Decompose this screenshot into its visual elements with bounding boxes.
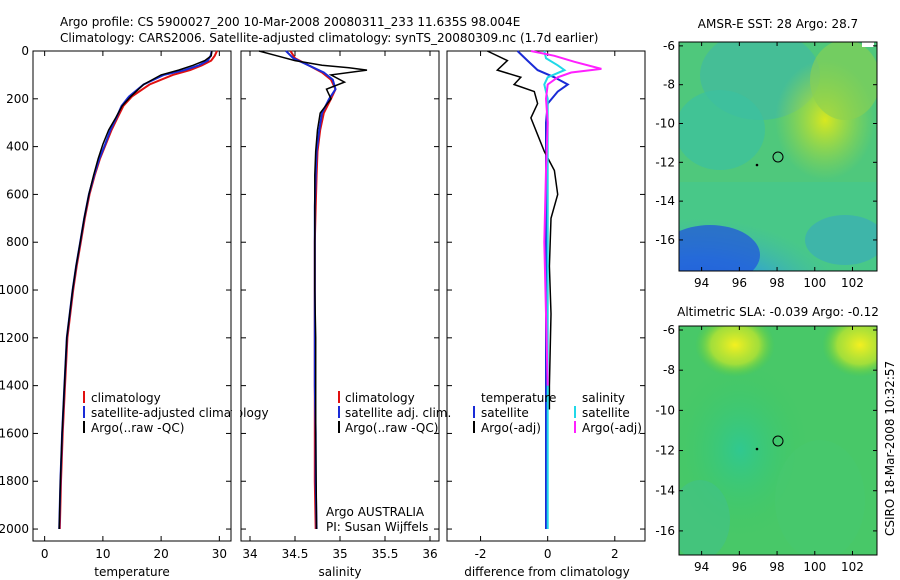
series-temperature-argo-adj- [486, 50, 559, 410]
map-xtick-label: 94 [694, 560, 709, 574]
legend-label-climatology: climatology [91, 391, 161, 405]
legend-label-temp-satellite: satellite [481, 406, 529, 420]
map-xtick-label: 96 [732, 276, 747, 290]
annotation-argo-australia: Argo AUSTRALIA [326, 505, 425, 519]
map-ytick-label: -12 [655, 155, 675, 169]
ytick-label: 1600 [0, 426, 29, 440]
series-salinity-satellite [543, 50, 567, 529]
sst-argo-marker [772, 151, 784, 163]
sst-heatmap [679, 42, 877, 271]
temperature-xlabel: temperature [94, 565, 169, 579]
map-ytick-label: -14 [655, 194, 675, 208]
annotation-pi: PI: Susan Wijffels [326, 520, 428, 534]
legend-label-argo: Argo(..raw -QC) [91, 421, 184, 435]
ytick-label: 600 [6, 187, 29, 201]
map-ytick-label: -10 [655, 117, 675, 131]
map-xtick-label: 100 [803, 560, 826, 574]
legend-label-sal-climatology: climatology [345, 391, 415, 405]
series-argo-raw-qc- [58, 50, 213, 530]
map-ytick-label: -6 [663, 323, 675, 337]
sla-heatmap [679, 326, 877, 555]
ytick-label: 400 [6, 140, 29, 154]
xtick-label: 20 [153, 547, 168, 561]
legend-label-sal-argo2: Argo(-adj) [582, 421, 642, 435]
series-temperature-satellite [516, 50, 570, 529]
xtick-label: 35.5 [372, 547, 399, 561]
legend-label-temp-argo: Argo(-adj) [481, 421, 541, 435]
difference-axes [446, 50, 646, 542]
series-salinity-argo-adj- [530, 50, 602, 386]
map-ytick-label: -16 [655, 524, 675, 538]
difference-legend: temperature satellite Argo(-adj) salinit… [473, 391, 642, 435]
xtick-label: 0 [41, 547, 49, 561]
map-xtick-label: 102 [841, 560, 864, 574]
map-ytick-label: -16 [655, 233, 675, 247]
salinity-xlabel: salinity [318, 565, 361, 579]
temperature-legend: climatology satellite-adjusted climatolo… [83, 391, 269, 435]
ytick-label: 1800 [0, 474, 29, 488]
xtick-label: 34 [242, 547, 257, 561]
sst-argo-track-point [755, 163, 759, 167]
xtick-label: 10 [95, 547, 110, 561]
ytick-label: 1000 [0, 283, 29, 297]
map-ytick-label: -14 [655, 484, 675, 498]
ytick-label: 200 [6, 92, 29, 106]
legend-label-sal-satellite: satellite adj. clim. [345, 406, 451, 420]
sla-map-title: Altimetric SLA: -0.039 Argo: -0.12 [677, 305, 879, 319]
legend-label-satellite: satellite-adjusted climatology [91, 406, 269, 420]
xtick-label: 34.5 [282, 547, 309, 561]
legend-label-sal-satellite2: satellite [582, 406, 630, 420]
series-climatology [289, 50, 337, 530]
ytick-label: 800 [6, 235, 29, 249]
xtick-label: 36 [422, 547, 437, 561]
side-note: CSIRO 18-Mar-2008 10:32:57 [883, 361, 897, 536]
map-xtick-label: 98 [769, 560, 784, 574]
sst-map-frame [678, 41, 878, 272]
ytick-label: 1200 [0, 331, 29, 345]
ytick-label: 1400 [0, 379, 29, 393]
temperature-axes [32, 50, 232, 542]
map-ytick-label: -12 [655, 444, 675, 458]
xtick-label: 2 [611, 547, 619, 561]
legend-header-temperature: temperature [481, 391, 556, 405]
difference-xlabel: difference from climatology [464, 565, 630, 579]
xtick-label: 35 [332, 547, 347, 561]
series-satellite-adjusted-climatology [58, 50, 213, 530]
map-xtick-label: 94 [694, 276, 709, 290]
map-ytick-label: -6 [663, 39, 675, 53]
sla-argo-track-point [755, 447, 759, 451]
legend-header-salinity: salinity [582, 391, 625, 405]
sst-map-title: AMSR-E SST: 28 Argo: 28.7 [698, 17, 858, 31]
series-argo-raw-qc- [258, 50, 368, 530]
title-line1: Argo profile: CS 5900027_200 10-Mar-2008… [60, 15, 520, 29]
map-xtick-label: 98 [769, 276, 784, 290]
series-climatology [58, 50, 218, 530]
sla-argo-marker [772, 435, 784, 447]
ytick-label: 2000 [0, 522, 29, 536]
ytick-label: 0 [21, 44, 29, 58]
xtick-label: 30 [212, 547, 227, 561]
xtick-label: 0 [544, 547, 552, 561]
legend-label-sal-argo: Argo(..raw -QC) [345, 421, 438, 435]
map-ytick-label: -10 [655, 403, 675, 417]
map-xtick-label: 96 [732, 560, 747, 574]
sla-map-frame [678, 325, 878, 556]
xtick-label: -2 [475, 547, 487, 561]
map-ytick-label: -8 [663, 363, 675, 377]
salinity-legend: climatology satellite adj. clim. Argo(..… [338, 391, 451, 435]
map-xtick-label: 102 [841, 276, 864, 290]
map-xtick-label: 100 [803, 276, 826, 290]
series-satellite-adj-clim- [285, 50, 337, 530]
title-line2: Climatology: CARS2006. Satellite-adjuste… [60, 31, 598, 45]
map-ytick-label: -8 [663, 78, 675, 92]
salinity-axes [240, 50, 440, 542]
